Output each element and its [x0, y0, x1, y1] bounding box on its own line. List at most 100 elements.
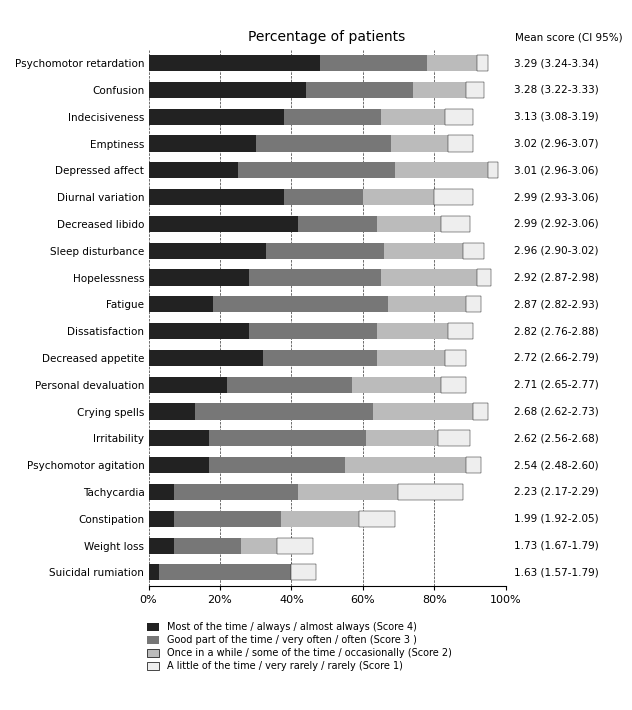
Bar — [438, 430, 470, 447]
Bar — [441, 216, 470, 232]
Bar — [466, 82, 484, 98]
Bar — [284, 189, 363, 205]
Bar — [477, 55, 488, 71]
Text: 3.13 (3.08-3.19): 3.13 (3.08-3.19) — [514, 111, 599, 121]
Bar — [227, 377, 352, 393]
Bar — [466, 82, 484, 98]
Bar — [359, 510, 395, 527]
Text: 2.72 (2.66-2.79): 2.72 (2.66-2.79) — [514, 353, 599, 363]
Bar — [149, 243, 266, 258]
Bar — [377, 323, 449, 339]
Bar — [291, 564, 317, 580]
Text: 2.82 (2.76-2.88): 2.82 (2.76-2.88) — [514, 326, 599, 336]
Bar — [413, 82, 466, 98]
Bar — [149, 377, 227, 393]
Bar — [445, 350, 466, 366]
Bar — [263, 350, 377, 366]
Bar — [466, 296, 480, 312]
Bar — [449, 136, 473, 151]
Bar — [149, 82, 306, 98]
Text: 2.92 (2.87-2.98): 2.92 (2.87-2.98) — [514, 273, 599, 283]
Bar — [149, 189, 284, 205]
Bar — [149, 457, 209, 473]
Bar — [248, 323, 377, 339]
Text: 2.71 (2.65-2.77): 2.71 (2.65-2.77) — [514, 380, 599, 390]
Bar — [149, 55, 320, 71]
Bar — [320, 55, 427, 71]
Bar — [291, 564, 317, 580]
Bar — [255, 136, 391, 151]
Text: 2.87 (2.82-2.93): 2.87 (2.82-2.93) — [514, 300, 599, 310]
Bar — [266, 243, 384, 258]
Text: Medscape®: Medscape® — [13, 6, 96, 20]
Text: 2.62 (2.56-2.68): 2.62 (2.56-2.68) — [514, 433, 599, 443]
Bar — [445, 109, 473, 125]
Bar — [473, 403, 488, 420]
Bar — [345, 457, 466, 473]
Bar — [449, 323, 473, 339]
Bar — [434, 189, 473, 205]
Bar — [438, 430, 470, 447]
Bar — [149, 323, 248, 339]
Bar — [488, 163, 499, 178]
Bar — [149, 430, 209, 447]
Bar — [149, 403, 195, 420]
Bar — [149, 163, 238, 178]
Legend: Most of the time / always / almost always (Score 4), Good part of the time / ver: Most of the time / always / almost alway… — [147, 622, 451, 671]
Bar — [398, 484, 463, 500]
Bar — [281, 510, 359, 527]
Bar — [277, 537, 313, 554]
Bar — [477, 270, 491, 285]
Bar — [388, 296, 466, 312]
Bar — [149, 270, 248, 285]
Bar — [174, 510, 281, 527]
Bar — [441, 377, 466, 393]
Bar — [463, 243, 484, 258]
Text: 3.29 (3.24-3.34): 3.29 (3.24-3.34) — [514, 58, 599, 68]
Bar — [174, 537, 241, 554]
Bar — [149, 296, 213, 312]
Bar — [209, 457, 345, 473]
Bar — [427, 55, 477, 71]
Bar — [149, 564, 159, 580]
Bar — [384, 243, 463, 258]
Bar — [298, 484, 398, 500]
Bar — [391, 136, 449, 151]
Bar — [149, 109, 284, 125]
Bar — [367, 430, 438, 447]
Text: 3.02 (2.96-3.07): 3.02 (2.96-3.07) — [514, 138, 599, 148]
Bar — [466, 457, 480, 473]
Bar — [248, 270, 380, 285]
Text: 2.99 (2.93-3.06): 2.99 (2.93-3.06) — [514, 192, 599, 202]
Bar — [209, 430, 367, 447]
Text: 1.73 (1.67-1.79): 1.73 (1.67-1.79) — [514, 540, 599, 550]
Bar — [149, 350, 263, 366]
Bar — [434, 189, 473, 205]
Bar — [149, 510, 174, 527]
Text: 2.68 (2.62-2.73): 2.68 (2.62-2.73) — [514, 407, 599, 417]
Text: 1.63 (1.57-1.79): 1.63 (1.57-1.79) — [514, 567, 599, 577]
Bar — [195, 403, 374, 420]
Bar — [363, 189, 434, 205]
Text: 3.01 (2.96-3.06): 3.01 (2.96-3.06) — [514, 165, 599, 175]
Bar — [488, 163, 499, 178]
Bar — [352, 377, 441, 393]
Text: Source: BMC Psychiatry © 1999-2008 BioMed Central Ltd: Source: BMC Psychiatry © 1999-2008 BioMe… — [339, 692, 619, 702]
Title: Percentage of patients: Percentage of patients — [248, 31, 406, 44]
Bar — [441, 377, 466, 393]
Bar — [149, 136, 255, 151]
Bar — [241, 537, 277, 554]
Text: 2.54 (2.48-2.60): 2.54 (2.48-2.60) — [514, 460, 599, 470]
Bar — [380, 270, 477, 285]
Bar — [466, 296, 480, 312]
Text: 1.99 (1.92-2.05): 1.99 (1.92-2.05) — [514, 514, 599, 524]
Bar — [284, 109, 380, 125]
Text: www.medscape.com: www.medscape.com — [190, 6, 319, 20]
Bar — [377, 216, 441, 232]
Bar — [380, 109, 445, 125]
Bar — [277, 537, 313, 554]
Bar — [477, 270, 491, 285]
Bar — [149, 537, 174, 554]
Bar — [213, 296, 388, 312]
Bar — [466, 457, 480, 473]
